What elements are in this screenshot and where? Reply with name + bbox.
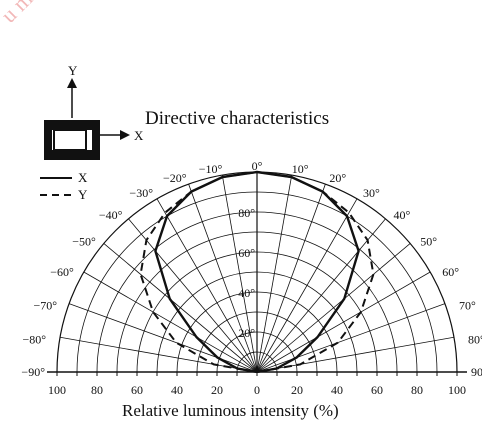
series-x-line (154, 170, 360, 374)
tick-labels: −90° −80° −70° −60° −50°−40° −30° −20° −10° 0° 10… (21, 159, 482, 397)
angle-tick-label: −20° (163, 171, 187, 185)
legend-label-y: Y (78, 187, 88, 202)
x-tick-label: 0 (254, 383, 260, 397)
radial-tick-label: 60° (238, 246, 255, 260)
grid-radial (256, 271, 431, 373)
x-tick-label: 60 (131, 383, 143, 397)
x-tick-label: 40 (331, 383, 343, 397)
angle-tick-label: 30° (363, 186, 380, 200)
radial-tick-label: 40° (238, 286, 255, 300)
chart-title: Directive characteristics (145, 108, 329, 129)
grid-radial (103, 243, 258, 373)
angle-tick-label: −40° (99, 208, 123, 222)
polar-axes (47, 371, 467, 376)
radial-tick-label: 20° (238, 326, 255, 340)
symbol-y-label: Y (68, 63, 78, 78)
watermark: u mainte (0, 0, 68, 28)
angle-tick-label: −30° (129, 186, 153, 200)
series-y-line (139, 171, 375, 373)
x-tick-label: 20 (211, 383, 223, 397)
x-tick-label: 100 (448, 383, 466, 397)
grid-radial (256, 303, 446, 373)
angle-tick-label: 0° (252, 159, 263, 173)
grid-radial (256, 183, 326, 373)
legend-label-x: X (78, 170, 88, 185)
grid-radial (221, 174, 258, 373)
angle-tick-label: −90° (21, 365, 45, 379)
x-tick-label: 80 (411, 383, 423, 397)
angle-tick-label: −70° (33, 299, 57, 313)
angle-tick-label: −10° (199, 162, 223, 176)
angle-tick-label: 90° (471, 365, 482, 379)
grid-radial (256, 198, 358, 373)
angle-tick-label: 50° (420, 234, 437, 248)
angle-tick-label: −80° (22, 332, 46, 346)
x-tick-label: 100 (48, 383, 66, 397)
orientation-symbol: Y X (44, 63, 144, 160)
angle-tick-label: 80° (468, 332, 482, 346)
symbol-x-label: X (134, 128, 144, 143)
x-axis-label: Relative luminous intensity (%) (122, 401, 339, 420)
legend: X Y (40, 170, 88, 202)
angle-tick-label: 10° (292, 162, 309, 176)
grid-radial (256, 243, 411, 373)
angle-tick-label: −50° (72, 234, 96, 248)
x-tick-label: 80 (91, 383, 103, 397)
angle-tick-label: 60° (442, 265, 459, 279)
x-tick-label: 60 (371, 383, 383, 397)
angle-tick-label: −60° (50, 265, 74, 279)
grid-radial (188, 183, 258, 373)
grid-radial (256, 218, 386, 373)
x-tick-label: 40 (171, 383, 183, 397)
angle-tick-label: 40° (394, 208, 411, 222)
polar-grid (56, 171, 458, 373)
grid-radial (68, 303, 258, 373)
grid-radial (256, 174, 293, 373)
grid-radial (156, 198, 258, 373)
grid-radial (128, 218, 258, 373)
angle-tick-label: 70° (459, 299, 476, 313)
grid-radial (83, 271, 258, 373)
x-tick-label: 20 (291, 383, 303, 397)
angle-tick-label: 20° (329, 171, 346, 185)
series-layer (139, 170, 375, 374)
radial-tick-label: 80° (238, 206, 255, 220)
